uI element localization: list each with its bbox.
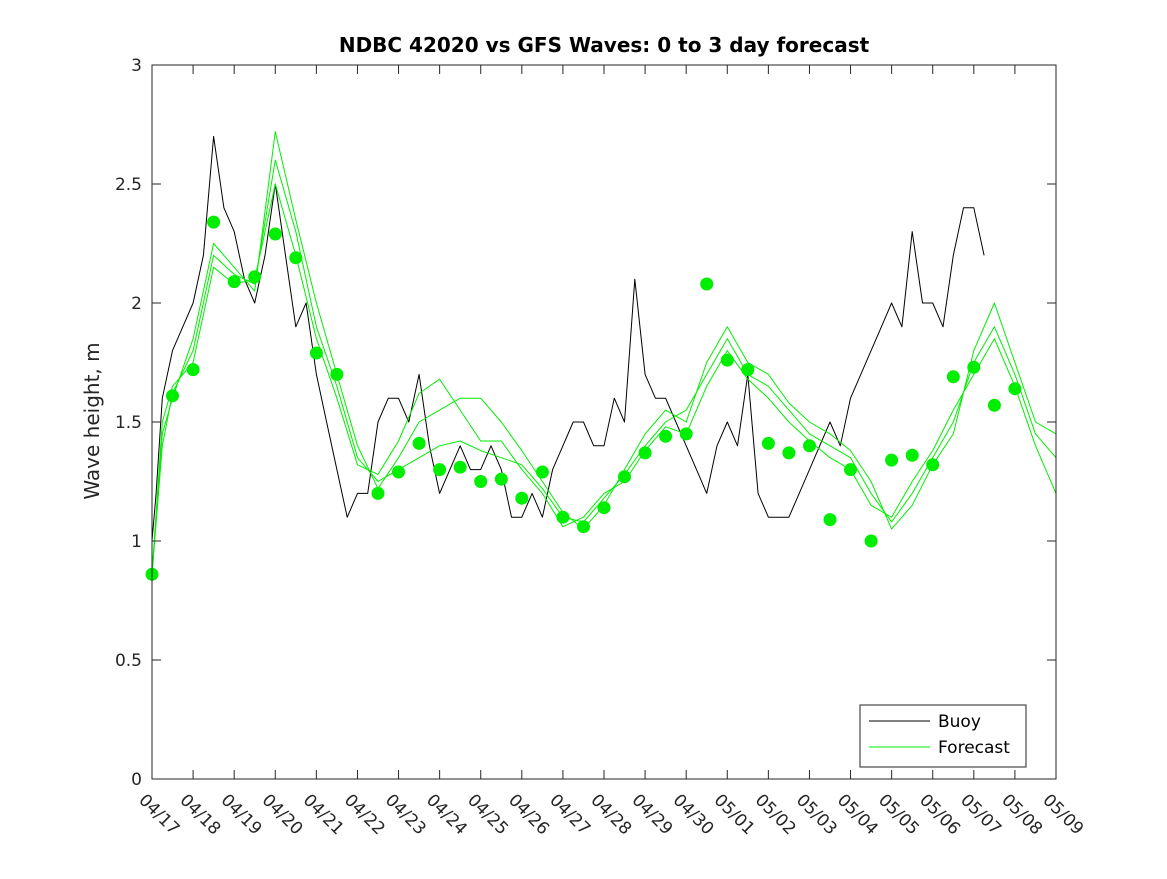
forecast-marker — [967, 360, 981, 374]
forecast-series-line-1 — [151, 159, 1057, 575]
forecast-marker — [803, 439, 816, 453]
buoy-series-line — [151, 135, 985, 542]
forecast-marker — [556, 510, 570, 524]
y-tick-label: 3 — [131, 56, 142, 76]
forecast-marker — [474, 475, 488, 488]
forecast-marker — [926, 458, 940, 472]
y-tick-label: 0.5 — [115, 651, 142, 671]
y-tick-label: 0 — [131, 770, 142, 790]
forecast-marker — [679, 427, 693, 441]
forecast-marker — [700, 277, 714, 291]
forecast-marker — [535, 465, 549, 479]
forecast-marker — [782, 446, 796, 460]
forecast-marker — [618, 470, 631, 484]
forecast-marker — [577, 520, 590, 534]
forecast-series-line-2 — [151, 131, 1057, 575]
forecast-marker — [597, 501, 611, 515]
forecast-marker — [1008, 382, 1022, 396]
forecast-marker — [227, 275, 241, 289]
forecast-marker — [453, 460, 467, 474]
forecast-marker — [864, 534, 878, 548]
forecast-marker — [186, 363, 200, 377]
forecast-marker — [412, 436, 426, 450]
forecast-marker — [741, 363, 755, 377]
forecast-series-line-3 — [151, 183, 1057, 575]
legend: Buoy Forecast — [859, 704, 1027, 768]
forecast-marker — [330, 367, 344, 381]
forecast-marker — [268, 227, 282, 241]
forecast-marker — [761, 436, 775, 450]
y-tick-label: 1.5 — [115, 413, 142, 433]
forecast-marker — [494, 472, 508, 486]
forecast-marker — [638, 446, 652, 460]
forecast-marker — [987, 398, 1001, 412]
y-tick-label: 2 — [131, 294, 142, 314]
forecast-marker — [515, 491, 529, 505]
legend-buoy-label: Buoy — [938, 712, 981, 732]
legend-forecast-label: Forecast — [938, 738, 1010, 758]
forecast-marker — [905, 448, 919, 462]
forecast-marker — [844, 463, 857, 477]
y-axis-label: Wave height, m — [80, 342, 104, 499]
forecast-marker — [720, 353, 734, 367]
forecast-marker — [433, 463, 447, 477]
forecast-marker — [823, 513, 837, 527]
forecast-marker — [392, 465, 405, 479]
forecast-marker — [166, 389, 179, 403]
chart-title: NDBC 42020 vs GFS Waves: 0 to 3 day fore… — [339, 33, 870, 57]
forecast-marker — [659, 429, 673, 443]
forecast-marker — [309, 346, 323, 360]
forecast-marker — [885, 453, 899, 467]
legend-box — [859, 704, 1027, 768]
forecast-marker — [248, 270, 262, 284]
forecast-marker — [371, 486, 385, 500]
y-tick-label: 1 — [131, 532, 142, 552]
plot-area — [145, 131, 1057, 581]
forecast-marker — [289, 251, 303, 265]
y-tick-label: 2.5 — [115, 175, 142, 195]
forecast-marker — [207, 215, 221, 229]
forecast-marker — [946, 370, 960, 384]
